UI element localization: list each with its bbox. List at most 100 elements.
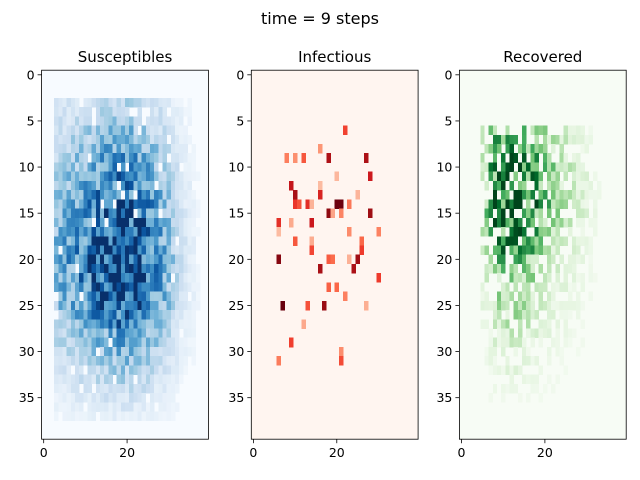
heatmap-cell bbox=[580, 144, 585, 154]
heatmap-cell bbox=[521, 300, 527, 311]
heatmap-cell bbox=[484, 300, 489, 311]
heatmap-cell bbox=[141, 236, 147, 246]
heatmap-cell bbox=[108, 217, 113, 228]
heatmap-cell bbox=[555, 282, 560, 292]
heatmap-cell bbox=[496, 328, 502, 339]
heatmap-cell bbox=[546, 328, 552, 339]
heatmap-cell bbox=[70, 144, 76, 154]
heatmap-cell bbox=[120, 328, 126, 339]
heatmap-cell bbox=[521, 282, 527, 292]
heatmap-cell bbox=[116, 393, 122, 403]
heatmap-cell bbox=[99, 383, 105, 394]
heatmap-cell bbox=[133, 254, 138, 265]
heatmap-cell bbox=[546, 199, 552, 209]
heatmap-cell bbox=[95, 227, 101, 237]
heatmap-cell bbox=[83, 116, 88, 126]
heatmap-cell bbox=[166, 383, 172, 394]
heatmap-cell bbox=[588, 236, 594, 246]
heatmap-cell bbox=[125, 144, 130, 154]
heatmap-cell bbox=[555, 245, 560, 256]
heatmap-cell bbox=[145, 208, 151, 219]
heatmap-cell bbox=[99, 107, 105, 117]
heatmap-cell bbox=[141, 328, 147, 339]
heatmap-cell bbox=[521, 310, 527, 320]
heatmap-cell bbox=[551, 144, 556, 154]
heatmap-cell bbox=[534, 236, 539, 246]
heatmap-cell bbox=[66, 245, 72, 256]
heatmap-cell bbox=[567, 263, 573, 274]
heatmap-cell bbox=[521, 134, 527, 145]
heatmap-cell bbox=[104, 402, 109, 412]
heatmap-cell bbox=[133, 411, 138, 422]
heatmap-cell bbox=[54, 328, 59, 339]
heatmap-cell bbox=[62, 134, 67, 145]
heatmap-cell bbox=[191, 346, 197, 357]
heatmap-cell bbox=[91, 134, 97, 145]
heatmap-cell bbox=[492, 171, 498, 182]
heatmap-cell bbox=[546, 310, 552, 320]
heatmap-cell bbox=[62, 199, 67, 209]
heatmap-cell bbox=[571, 300, 577, 311]
heatmap-cell bbox=[141, 125, 147, 136]
heatmap-cell bbox=[54, 162, 59, 172]
heatmap-cell bbox=[129, 144, 134, 154]
heatmap-cell bbox=[104, 346, 109, 357]
heatmap-cell bbox=[66, 107, 72, 117]
heatmap-cell bbox=[521, 263, 527, 274]
heatmap-cell bbox=[120, 356, 126, 366]
heatmap-cell bbox=[74, 300, 80, 311]
heatmap-cell bbox=[158, 374, 163, 385]
heatmap-cell bbox=[116, 107, 122, 117]
heatmap-cell bbox=[179, 273, 184, 283]
heatmap-cell bbox=[58, 180, 63, 191]
heatmap-cell bbox=[95, 356, 101, 366]
heatmap-cell bbox=[133, 383, 138, 394]
heatmap-cell bbox=[83, 337, 88, 348]
heatmap-cell bbox=[175, 383, 180, 394]
x-tick-label: 20 bbox=[537, 445, 553, 460]
heatmap-cell bbox=[125, 125, 130, 136]
heatmap-cell bbox=[162, 393, 167, 403]
heatmap-cell bbox=[187, 190, 193, 200]
heatmap-cell bbox=[108, 227, 113, 237]
heatmap-cell bbox=[501, 346, 506, 357]
heatmap-cell bbox=[584, 236, 589, 246]
heatmap-cell bbox=[588, 273, 594, 283]
heatmap-cell bbox=[501, 254, 506, 265]
heatmap-cell bbox=[162, 365, 167, 375]
heatmap-cell bbox=[580, 208, 585, 219]
heatmap-cell bbox=[141, 337, 147, 348]
heatmap-cell bbox=[154, 291, 159, 302]
heatmap-cell bbox=[154, 263, 159, 274]
heatmap-cell bbox=[183, 162, 188, 172]
heatmap-cell bbox=[170, 282, 176, 292]
heatmap-cell bbox=[517, 162, 523, 172]
heatmap-cell bbox=[170, 383, 176, 394]
heatmap-cell bbox=[170, 356, 176, 366]
heatmap-cell bbox=[83, 134, 88, 145]
heatmap-cell bbox=[125, 383, 130, 394]
heatmap-cell bbox=[95, 116, 101, 126]
heatmap-cell bbox=[74, 217, 80, 228]
heatmap-cell bbox=[54, 217, 59, 228]
heatmap-cell bbox=[112, 180, 117, 191]
heatmap-cell bbox=[534, 199, 539, 209]
heatmap-cell bbox=[530, 162, 535, 172]
heatmap-cell bbox=[58, 107, 63, 117]
heatmap-cell bbox=[79, 107, 84, 117]
heatmap-cell bbox=[191, 236, 197, 246]
heatmap-cell bbox=[368, 171, 373, 182]
heatmap-cell bbox=[183, 245, 188, 256]
heatmap-cell bbox=[66, 282, 72, 292]
heatmap-cell bbox=[125, 337, 130, 348]
heatmap-cell bbox=[496, 263, 502, 274]
heatmap-cell bbox=[501, 199, 506, 209]
heatmap-cell bbox=[179, 356, 184, 366]
heatmap-cell bbox=[150, 144, 155, 154]
heatmap-cell bbox=[83, 144, 88, 154]
heatmap-cell bbox=[534, 254, 539, 265]
heatmap-cell bbox=[559, 190, 564, 200]
heatmap-cell bbox=[551, 291, 556, 302]
heatmap-cell bbox=[305, 199, 310, 209]
heatmap-cell bbox=[54, 227, 59, 237]
